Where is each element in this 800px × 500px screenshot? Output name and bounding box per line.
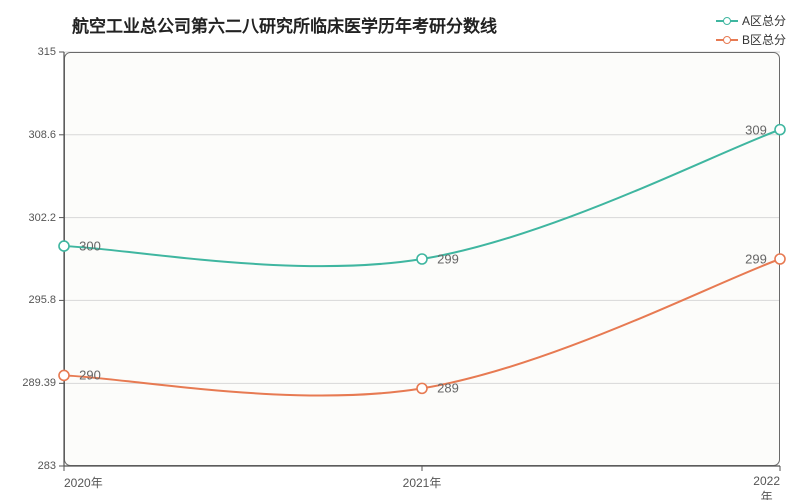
legend-item: A区总分 xyxy=(716,12,786,29)
data-point-label: 299 xyxy=(745,252,767,267)
y-tick-label: 315 xyxy=(38,46,56,58)
y-tick-label: 295.8 xyxy=(28,294,56,306)
series-marker xyxy=(775,254,785,264)
y-tick-label: 283 xyxy=(38,460,56,472)
legend-swatch xyxy=(716,39,738,41)
data-point-label: 299 xyxy=(437,252,459,267)
x-tick-label: 2021年 xyxy=(403,474,442,491)
chart-svg xyxy=(64,52,780,466)
legend-item: B区总分 xyxy=(716,31,786,48)
data-point-label: 300 xyxy=(79,239,101,254)
series-marker xyxy=(59,370,69,380)
y-tick-label: 302.2 xyxy=(28,212,56,224)
chart-container: 航空工业总公司第六二八研究所临床医学历年考研分数线 A区总分 B区总分 283 28… xyxy=(0,0,800,500)
legend: A区总分 B区总分 xyxy=(716,12,786,50)
legend-label: A区总分 xyxy=(742,12,786,29)
data-point-label: 290 xyxy=(79,368,101,383)
data-point-label: 289 xyxy=(437,381,459,396)
series-marker xyxy=(417,254,427,264)
y-tick-label: 308.6 xyxy=(28,129,56,141)
x-tick-label: 2020年 xyxy=(64,474,103,491)
y-tick-label: 289.39 xyxy=(22,377,56,389)
chart-title: 航空工业总公司第六二八研究所临床医学历年考研分数线 xyxy=(72,12,497,37)
series-marker xyxy=(417,383,427,393)
legend-label: B区总分 xyxy=(742,31,786,48)
plot-area xyxy=(64,52,780,466)
data-point-label: 309 xyxy=(745,122,767,137)
legend-swatch xyxy=(716,20,738,22)
series-marker xyxy=(775,125,785,135)
series-marker xyxy=(59,241,69,251)
x-tick-label: 2022年 xyxy=(753,474,780,500)
